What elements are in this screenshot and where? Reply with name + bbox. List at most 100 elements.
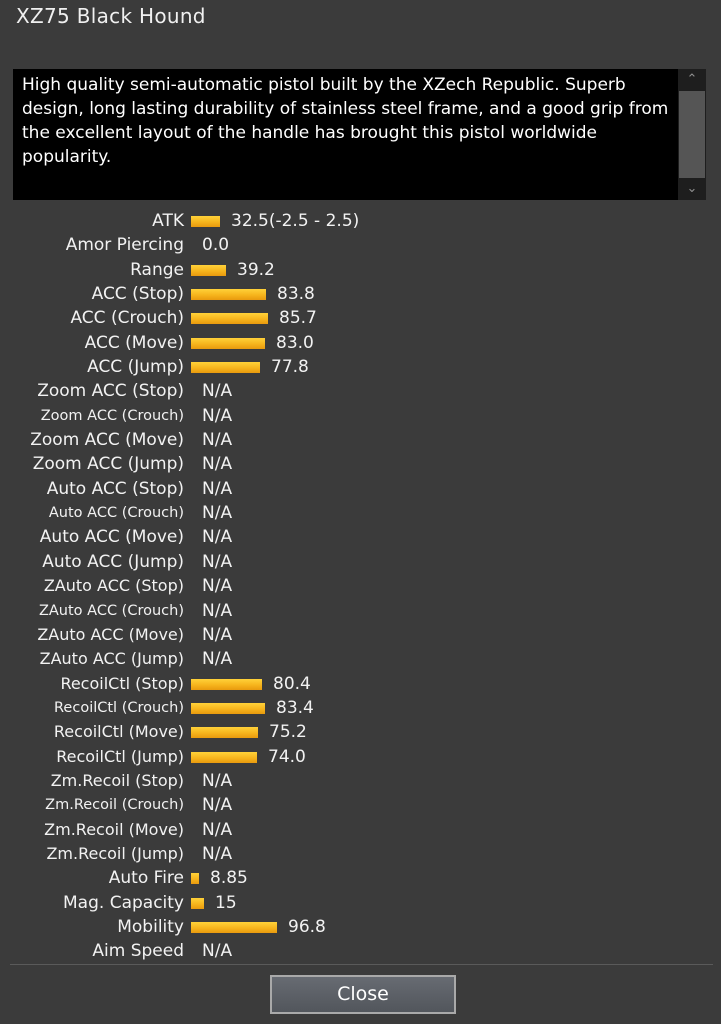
stat-value: 32.5(-2.5 - 2.5) [231, 211, 360, 231]
stat-value: 75.2 [269, 722, 307, 743]
stat-row: ATK 32.5(-2.5 - 2.5) [0, 209, 721, 233]
stat-value: 83.8 [277, 284, 315, 305]
stat-value: N/A [202, 478, 233, 499]
stat-row: Zm.Recoil (Jump) N/A [0, 842, 721, 866]
stat-row: Amor Piercing 0.0 [0, 233, 721, 257]
stat-label: Mag. Capacity [63, 892, 184, 913]
description-box[interactable]: High quality semi-automatic pistol built… [13, 69, 706, 200]
stat-label: Mobility [117, 916, 184, 937]
stat-label: Auto Fire [108, 868, 184, 889]
stat-label: ACC (Jump) [87, 357, 184, 378]
stat-bar [191, 727, 258, 739]
stat-row: RecoilCtl (Crouch) 83.4 [0, 696, 721, 720]
stat-bar [191, 337, 265, 349]
stat-row: Range 39.2 [0, 258, 721, 282]
stat-row: ZAuto ACC (Jump) N/A [0, 647, 721, 671]
stat-value: 85.7 [279, 308, 317, 329]
stat-row: ZAuto ACC (Stop) N/A [0, 574, 721, 598]
stat-row: Auto ACC (Stop) N/A [0, 477, 721, 501]
stat-value: N/A [202, 503, 233, 524]
stat-value: N/A [202, 795, 233, 816]
scroll-thumb[interactable] [679, 91, 705, 178]
stat-label: Auto ACC (Stop) [46, 478, 184, 499]
stat-label: Zoom ACC (Move) [30, 430, 184, 451]
stat-value: N/A [202, 430, 233, 451]
stat-bar [191, 362, 260, 374]
stat-bar [191, 702, 265, 714]
stat-label: Auto ACC (Jump) [42, 551, 184, 572]
stat-label: RecoilCtl (Move) [53, 722, 184, 742]
stat-label: RecoilCtl (Crouch) [54, 699, 184, 716]
stat-label: Zm.Recoil (Move) [44, 819, 184, 839]
stat-value: N/A [202, 649, 233, 670]
stat-row: Zoom ACC (Crouch) N/A [0, 404, 721, 428]
stat-row: Aim Speed N/A [0, 939, 721, 963]
stat-label: ZAuto ACC (Move) [37, 624, 184, 644]
stat-label: ACC (Move) [84, 332, 184, 353]
stat-value: 80.4 [273, 673, 311, 694]
stat-row: Mobility 96.8 [0, 915, 721, 939]
stat-label: Zm.Recoil (Crouch) [45, 797, 184, 814]
stat-label: Zm.Recoil (Stop) [50, 770, 184, 790]
stat-row: Mag. Capacity 15 [0, 891, 721, 915]
stat-bar [191, 678, 262, 690]
stat-row: ACC (Crouch) 85.7 [0, 306, 721, 330]
stats-list: ATK 32.5(-2.5 - 2.5) Amor Piercing 0.0 Range… [0, 209, 721, 964]
stat-label: Zm.Recoil (Jump) [46, 843, 184, 863]
stat-row: Zm.Recoil (Move) N/A [0, 818, 721, 842]
stat-row: ACC (Move) 83.0 [0, 331, 721, 355]
stat-value: N/A [202, 405, 233, 426]
stat-value: 39.2 [237, 259, 275, 280]
chevron-up-icon[interactable]: ⌃ [686, 72, 698, 87]
stat-label: Auto ACC (Crouch) [48, 505, 184, 522]
description-scrollbar[interactable]: ⌃ ⌄ [678, 69, 706, 200]
stat-bar [191, 897, 204, 909]
stat-bar [191, 289, 266, 301]
stat-row: Zoom ACC (Stop) N/A [0, 379, 721, 403]
window-title: XZ75 Black Hound [16, 4, 206, 28]
stat-value: 0.0 [202, 235, 230, 256]
stat-row: RecoilCtl (Stop) 80.4 [0, 672, 721, 696]
stat-bar [191, 313, 268, 325]
stat-row: Zoom ACC (Move) N/A [0, 428, 721, 452]
stat-value: N/A [202, 600, 233, 621]
stat-label: RecoilCtl (Jump) [56, 746, 184, 766]
stat-value: N/A [202, 381, 233, 402]
stat-label: ATK [152, 211, 184, 231]
stat-row: RecoilCtl (Jump) 74.0 [0, 745, 721, 769]
stat-row: RecoilCtl (Move) 75.2 [0, 720, 721, 744]
stat-value: 83.4 [276, 697, 314, 718]
stat-label: ACC (Crouch) [70, 308, 184, 329]
stat-row: Auto ACC (Jump) N/A [0, 550, 721, 574]
stat-row: ZAuto ACC (Move) N/A [0, 623, 721, 647]
stat-label: Auto ACC (Move) [39, 527, 184, 548]
stat-value: N/A [202, 551, 233, 572]
stat-value: N/A [202, 819, 233, 840]
stat-bar [191, 264, 226, 276]
stat-value: N/A [202, 454, 233, 475]
stat-value: 83.0 [276, 332, 314, 353]
stat-value: N/A [202, 576, 233, 597]
close-button[interactable]: Close [270, 975, 456, 1014]
stat-value: N/A [202, 843, 233, 864]
description-text: High quality semi-automatic pistol built… [22, 75, 669, 167]
stat-label: Aim Speed [92, 941, 184, 962]
stat-label: ZAuto ACC (Stop) [43, 576, 184, 596]
footer-divider [10, 964, 713, 965]
stat-label: Zoom ACC (Jump) [32, 454, 184, 475]
stat-label: ZAuto ACC (Crouch) [38, 602, 184, 619]
stat-value: 96.8 [288, 916, 326, 937]
stat-label: Zoom ACC (Stop) [37, 381, 184, 402]
stat-value: 77.8 [271, 357, 309, 378]
stat-value: N/A [202, 624, 233, 645]
stat-bar [191, 921, 277, 933]
stat-label: ACC (Stop) [91, 284, 184, 305]
stat-label: RecoilCtl (Stop) [60, 673, 184, 693]
stat-value: 8.85 [210, 868, 248, 889]
chevron-down-icon[interactable]: ⌄ [686, 181, 698, 196]
stat-bar [191, 751, 257, 763]
stat-label: Amor Piercing [65, 235, 184, 256]
stat-row: ZAuto ACC (Crouch) N/A [0, 599, 721, 623]
stat-row: ACC (Stop) 83.8 [0, 282, 721, 306]
